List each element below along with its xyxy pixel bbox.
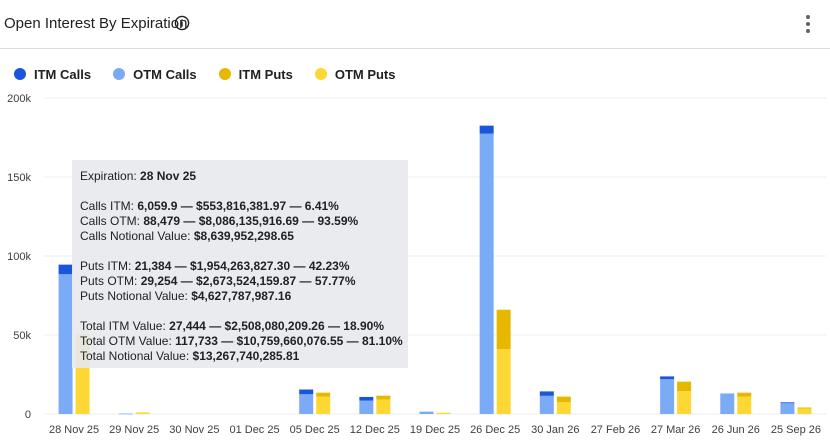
tooltip-total-itm: Total ITM Value: 27,444 — $2,508,080,209… — [80, 319, 384, 333]
y-tick-label: 150k — [7, 172, 31, 184]
chart-title: Open Interest By Expiration — [4, 15, 188, 32]
legend-label-otm-puts: OTM Puts — [334, 66, 396, 82]
legend-swatch-itm-calls — [14, 68, 26, 80]
bar-itm-calls[interactable] — [539, 391, 554, 396]
bar-otm-puts[interactable] — [737, 396, 752, 414]
more-vert-icon[interactable] — [800, 13, 816, 35]
bar-itm-calls[interactable] — [359, 396, 374, 401]
chart-legend: ITM Calls OTM Calls ITM Puts OTM Puts — [14, 64, 418, 84]
bar-otm-puts[interactable] — [75, 367, 90, 414]
y-tick-label: 0 — [25, 409, 31, 421]
bar-otm-calls[interactable] — [118, 413, 133, 415]
bar-itm-calls[interactable] — [299, 389, 314, 395]
tooltip-total-notional: Total Notional Value: $13,267,740,285.81 — [80, 349, 300, 363]
tooltip-expiration: Expiration: 28 Nov 25 — [80, 169, 197, 183]
legend-swatch-otm-puts — [314, 68, 327, 80]
x-tick-label: 01 Dec 25 — [229, 424, 279, 436]
legend-item-otm-calls[interactable]: OTM Calls — [113, 67, 197, 82]
bar-itm-puts[interactable] — [556, 396, 571, 403]
bar-otm-puts[interactable] — [316, 396, 331, 414]
bar-otm-calls[interactable] — [359, 400, 374, 414]
bar-otm-puts[interactable] — [376, 399, 391, 414]
x-tick-label: 25 Sep 26 — [771, 424, 821, 436]
x-tick-label: 28 Nov 25 — [49, 424, 99, 436]
bar-itm-puts[interactable] — [737, 392, 752, 397]
y-tick-label: 50k — [13, 330, 31, 342]
info-icon[interactable] — [174, 15, 190, 31]
x-tick-label: 27 Feb 26 — [591, 424, 641, 436]
bar-itm-calls[interactable] — [58, 264, 73, 275]
legend-item-itm-puts[interactable]: ITM Puts — [218, 66, 293, 82]
bar-itm-puts[interactable] — [496, 309, 511, 350]
bar-otm-puts[interactable] — [677, 391, 692, 414]
bar-otm-puts[interactable] — [496, 349, 511, 414]
y-tick-label: 100k — [7, 251, 31, 263]
bar-itm-puts[interactable] — [316, 392, 331, 397]
legend-label-itm-puts: ITM Puts — [238, 66, 293, 82]
tooltip-calls-otm: Calls OTM: 88,479 — $8,086,135,916.69 — … — [80, 214, 359, 228]
bar-itm-calls[interactable] — [660, 376, 675, 380]
legend-label-otm-calls: OTM Calls — [133, 66, 197, 82]
bar-otm-calls[interactable] — [58, 274, 73, 414]
legend-swatch-otm-calls — [113, 68, 126, 80]
legend-swatch-itm-puts — [218, 68, 231, 80]
legend-item-itm-calls[interactable]: ITM Calls — [14, 67, 91, 82]
x-tick-label: 05 Dec 25 — [290, 424, 340, 436]
x-tick-label: 30 Nov 25 — [169, 424, 219, 436]
bar-otm-puts[interactable] — [135, 412, 150, 414]
bar-itm-puts[interactable] — [677, 381, 692, 392]
x-tick-label: 26 Jun 26 — [712, 424, 760, 436]
bar-itm-calls[interactable] — [780, 402, 795, 404]
tooltip-puts-itm: Puts ITM: 21,384 — $1,954,263,827.30 — 4… — [80, 259, 350, 273]
bar-otm-calls[interactable] — [660, 379, 675, 414]
chart-header: Open Interest By Expiration — [0, 0, 830, 49]
x-tick-label: 26 Dec 25 — [470, 424, 520, 436]
tooltip-total-otm: Total OTM Value: 117,733 — $10,759,660,0… — [80, 334, 403, 348]
x-tick-label: 19 Dec 25 — [410, 424, 460, 436]
bar-otm-calls[interactable] — [299, 394, 314, 414]
legend-label-itm-calls: ITM Calls — [34, 66, 92, 82]
x-tick-label: 12 Dec 25 — [350, 424, 400, 436]
bar-otm-puts[interactable] — [797, 408, 812, 414]
bar-itm-puts[interactable] — [376, 395, 391, 400]
bar-itm-puts[interactable] — [797, 407, 812, 409]
tooltip-calls-itm: Calls ITM: 6,059.9 — $553,816,381.97 — 6… — [80, 199, 339, 213]
y-tick-label: 200k — [7, 93, 31, 105]
bar-otm-calls[interactable] — [780, 402, 795, 414]
x-tick-label: 27 Mar 26 — [651, 424, 701, 436]
tooltip-puts-notional: Puts Notional Value: $4,627,787,987.16 — [80, 289, 292, 303]
bar-otm-calls[interactable] — [539, 395, 554, 414]
x-tick-label: 30 Jan 26 — [531, 424, 579, 436]
bar-otm-puts[interactable] — [556, 402, 571, 414]
x-tick-label: 29 Nov 25 — [109, 424, 159, 436]
legend-item-otm-puts[interactable]: OTM Puts — [314, 66, 396, 82]
bar-otm-calls[interactable] — [479, 133, 494, 415]
tooltip-calls-notional: Calls Notional Value: $8,639,952,298.65 — [80, 229, 294, 243]
tooltip-puts-otm: Puts OTM: 29,254 — $2,673,524,159.87 — 5… — [80, 274, 356, 288]
bar-otm-puts[interactable] — [436, 412, 451, 414]
chart-tooltip: Expiration: 28 Nov 25 Calls ITM: 6,059.9… — [72, 160, 408, 368]
bar-itm-calls[interactable] — [479, 125, 494, 134]
bar-otm-calls[interactable] — [720, 393, 735, 414]
bar-otm-calls[interactable] — [419, 411, 434, 414]
